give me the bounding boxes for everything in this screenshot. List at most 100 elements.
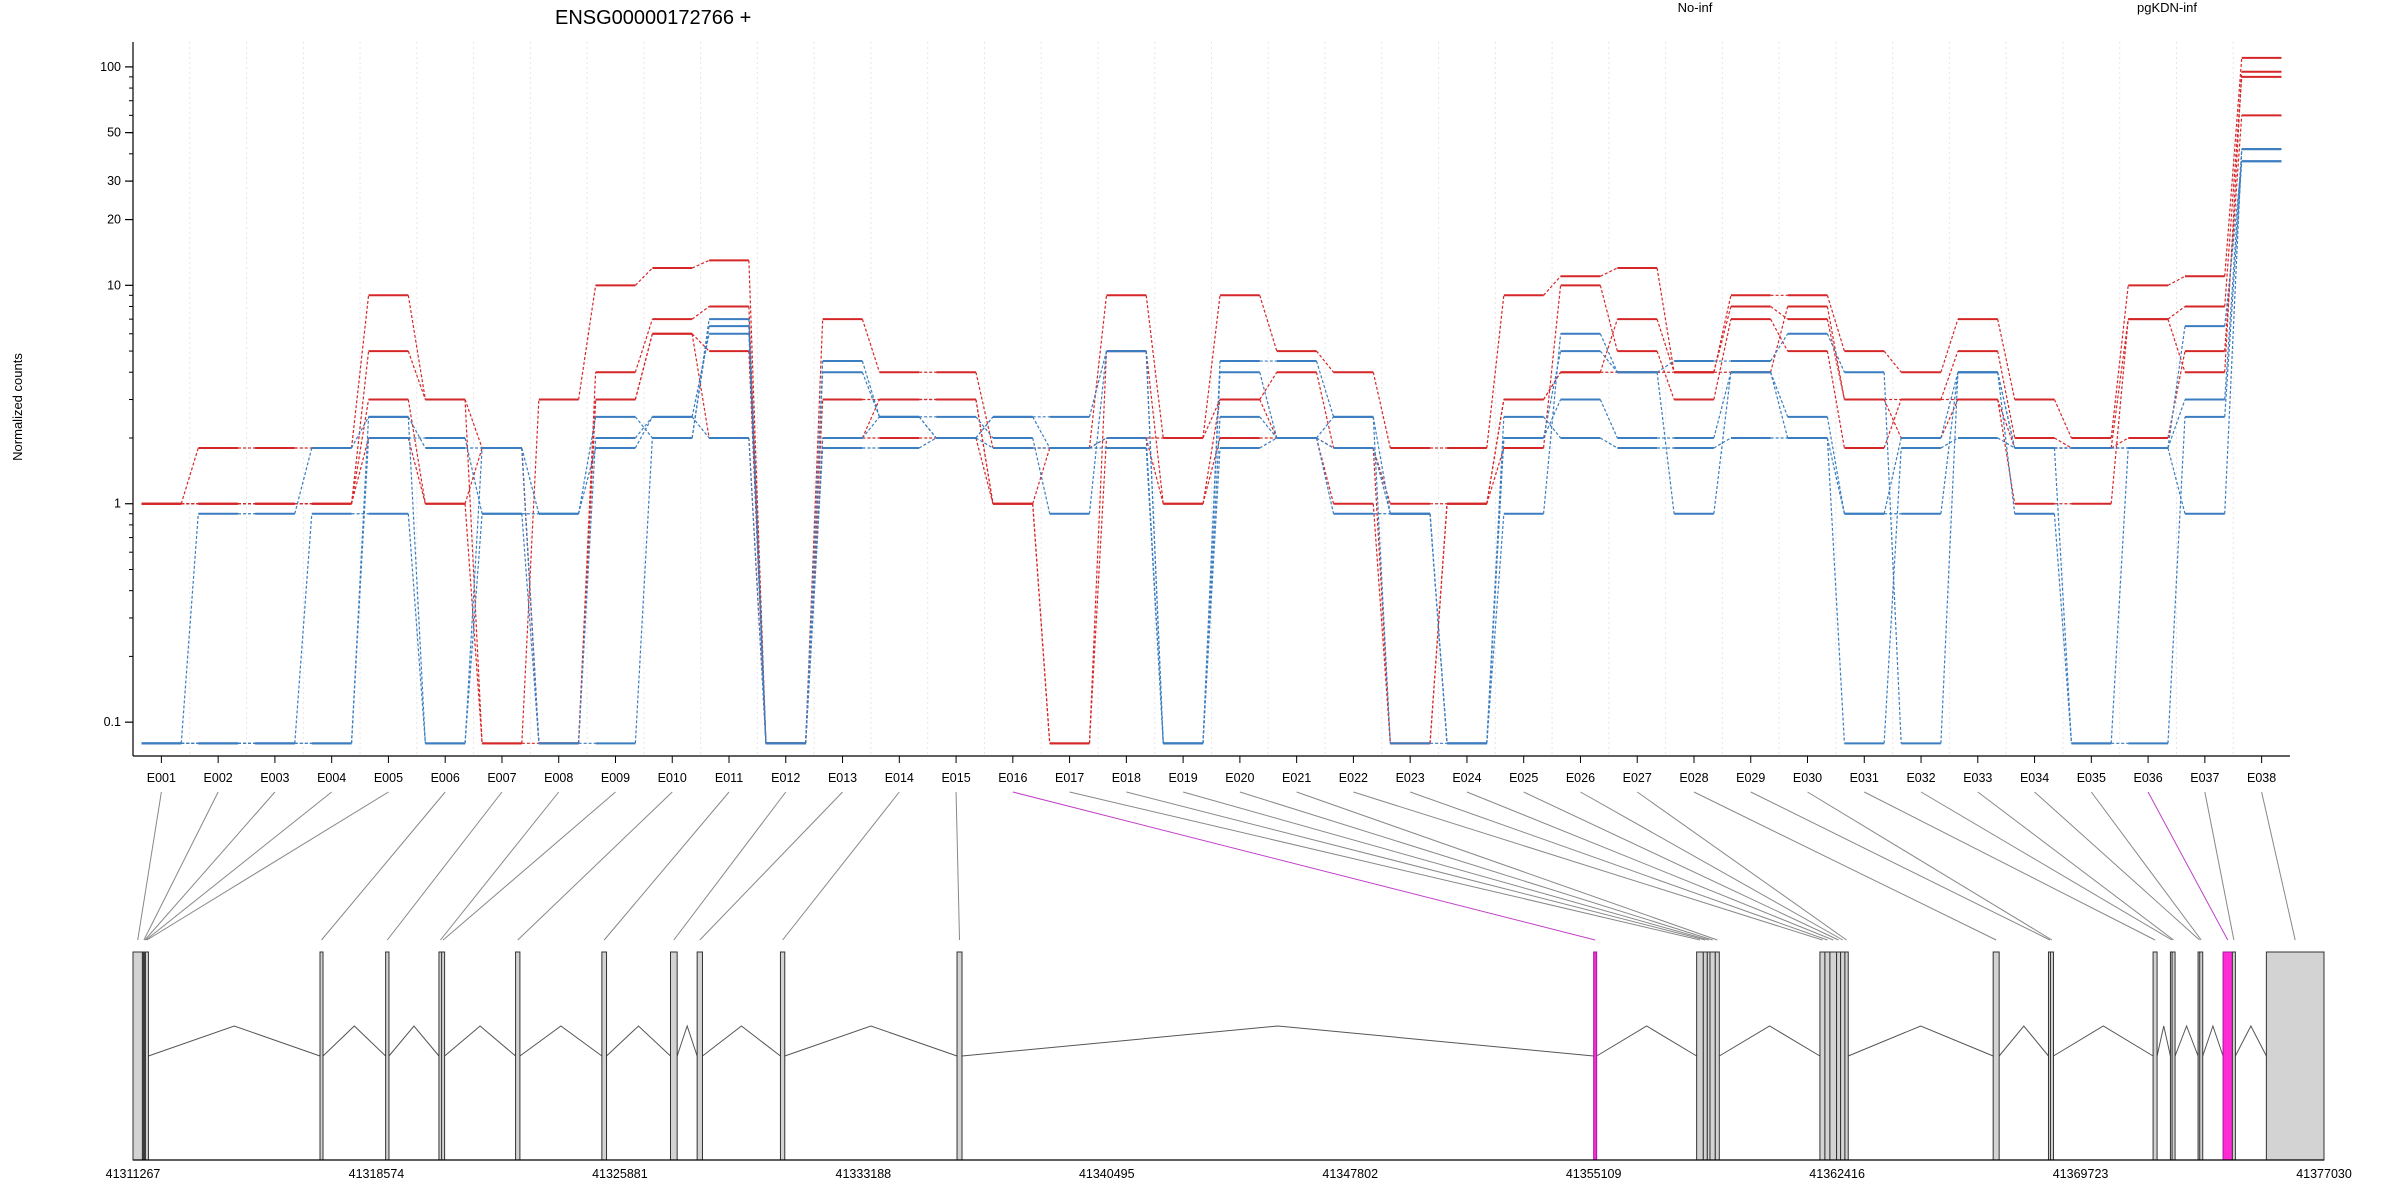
exon-box-e023 <box>1824 951 1831 1161</box>
series-connector <box>1259 416 1278 439</box>
coordinate-tick-label: 41325881 <box>592 1167 648 1181</box>
exon-box-e038 <box>2265 951 2325 1161</box>
intron <box>702 1025 781 1057</box>
series-connector <box>1826 416 1846 514</box>
intron <box>606 1025 671 1057</box>
exon-box-e037 <box>2231 951 2236 1161</box>
connector-e020 <box>1239 791 1713 941</box>
coordinate-tick-label: 41347802 <box>1322 1167 1378 1181</box>
connector-e018 <box>1126 791 1706 941</box>
series-connector <box>1372 372 1391 449</box>
chart-title: ENSG00000172766 + <box>555 7 751 29</box>
connector-e030 <box>1807 791 2053 941</box>
exon-box-e012 <box>669 951 678 1161</box>
series-connector <box>691 259 710 269</box>
series-connector <box>1713 319 1732 400</box>
connector-e017 <box>1069 791 1701 941</box>
series-connector <box>1883 350 1902 373</box>
series-connector <box>748 326 767 744</box>
x-tick-label: E005 <box>374 771 403 785</box>
connector-e015 <box>955 791 961 941</box>
series-connector <box>975 416 994 439</box>
series-connector <box>1486 399 1505 504</box>
series-connector <box>634 416 653 439</box>
series-connector <box>2053 447 2073 744</box>
x-tick-label: E001 <box>147 771 176 785</box>
series-connector <box>1940 372 1959 514</box>
exon-connectors <box>137 791 2296 941</box>
series-connector <box>1883 399 1902 439</box>
intron <box>2202 1024 2224 1057</box>
series-connector <box>1940 372 1959 439</box>
series-connector <box>918 416 937 439</box>
exon-box-e016 <box>1593 951 1598 1161</box>
series-connector <box>1429 513 1448 744</box>
series-connector <box>2110 447 2129 744</box>
x-tick-label: E021 <box>1282 771 1311 785</box>
connector-e027 <box>1636 791 1847 941</box>
x-tick-label: E020 <box>1225 771 1254 785</box>
series-connector <box>1599 318 1618 373</box>
series-connector <box>1202 399 1221 439</box>
series-connector <box>1032 447 1051 504</box>
series-connector <box>861 318 881 373</box>
connector-e019 <box>1182 791 1709 941</box>
intron <box>1596 1025 1697 1057</box>
series-connector <box>1486 295 1505 449</box>
connector-e022 <box>1353 791 1823 941</box>
x-tick-label: E034 <box>2020 771 2049 785</box>
series-connector <box>1259 437 1278 449</box>
series-connector <box>1088 351 1108 744</box>
coordinate-tick-label: 41362416 <box>1809 1167 1865 1181</box>
y-tick-label: 100 <box>100 60 121 74</box>
series-connector <box>975 372 994 449</box>
series-connector <box>1883 372 1902 744</box>
connector-e026 <box>1580 791 1843 941</box>
coordinate-tick-label: 41369723 <box>2053 1167 2109 1181</box>
connector-e006 <box>321 791 446 941</box>
series-connector <box>1713 437 1732 449</box>
exon-box-e025 <box>1836 951 1842 1161</box>
coordinate-tick-label: 41377030 <box>2296 1167 2352 1181</box>
connector-e002 <box>143 791 219 941</box>
x-tick-label: E031 <box>1850 771 1879 785</box>
series-connector <box>1770 372 1789 418</box>
series-connector <box>1883 399 1902 449</box>
series-connector <box>1656 267 1675 373</box>
y-axis: 0.1 1 10 20 30 50 100 <box>100 42 134 756</box>
series-connector <box>2167 447 2186 514</box>
series-connector <box>691 306 710 320</box>
connector-e023 <box>1410 791 1828 941</box>
series-connector <box>1770 306 1789 373</box>
series-connector <box>1826 319 1845 400</box>
x-tick-label: E033 <box>1963 771 1992 785</box>
series-connector <box>1656 372 1675 514</box>
series-connector <box>2224 57 2243 277</box>
series-connector <box>180 447 199 504</box>
series-connector <box>634 416 653 439</box>
connector-e005 <box>146 791 389 941</box>
x-tick-label: E018 <box>1112 771 1141 785</box>
series-connector <box>861 372 880 418</box>
series-connector <box>1372 447 1391 514</box>
y-tick-label: 30 <box>107 174 121 188</box>
connector-e010 <box>517 791 673 941</box>
series-connector <box>1713 372 1732 514</box>
series-connector <box>1202 416 1221 744</box>
exon-box-e005 <box>144 951 149 1161</box>
series-connector <box>1315 372 1335 449</box>
series-connector <box>1599 333 1618 373</box>
exon-box-e007 <box>385 951 390 1161</box>
connector-e001 <box>137 791 162 941</box>
connector-e035 <box>2090 791 2202 941</box>
series-connector <box>1145 437 1164 504</box>
series-connector <box>521 447 540 514</box>
series-connector <box>407 416 426 449</box>
series-connector <box>464 437 483 514</box>
series-connector <box>2224 76 2243 307</box>
series-connector <box>975 416 994 439</box>
x-tick-label: E027 <box>1623 771 1652 785</box>
series-connector <box>2224 161 2243 417</box>
y-tick-label: 20 <box>107 213 121 227</box>
series-connector <box>2167 326 2186 449</box>
